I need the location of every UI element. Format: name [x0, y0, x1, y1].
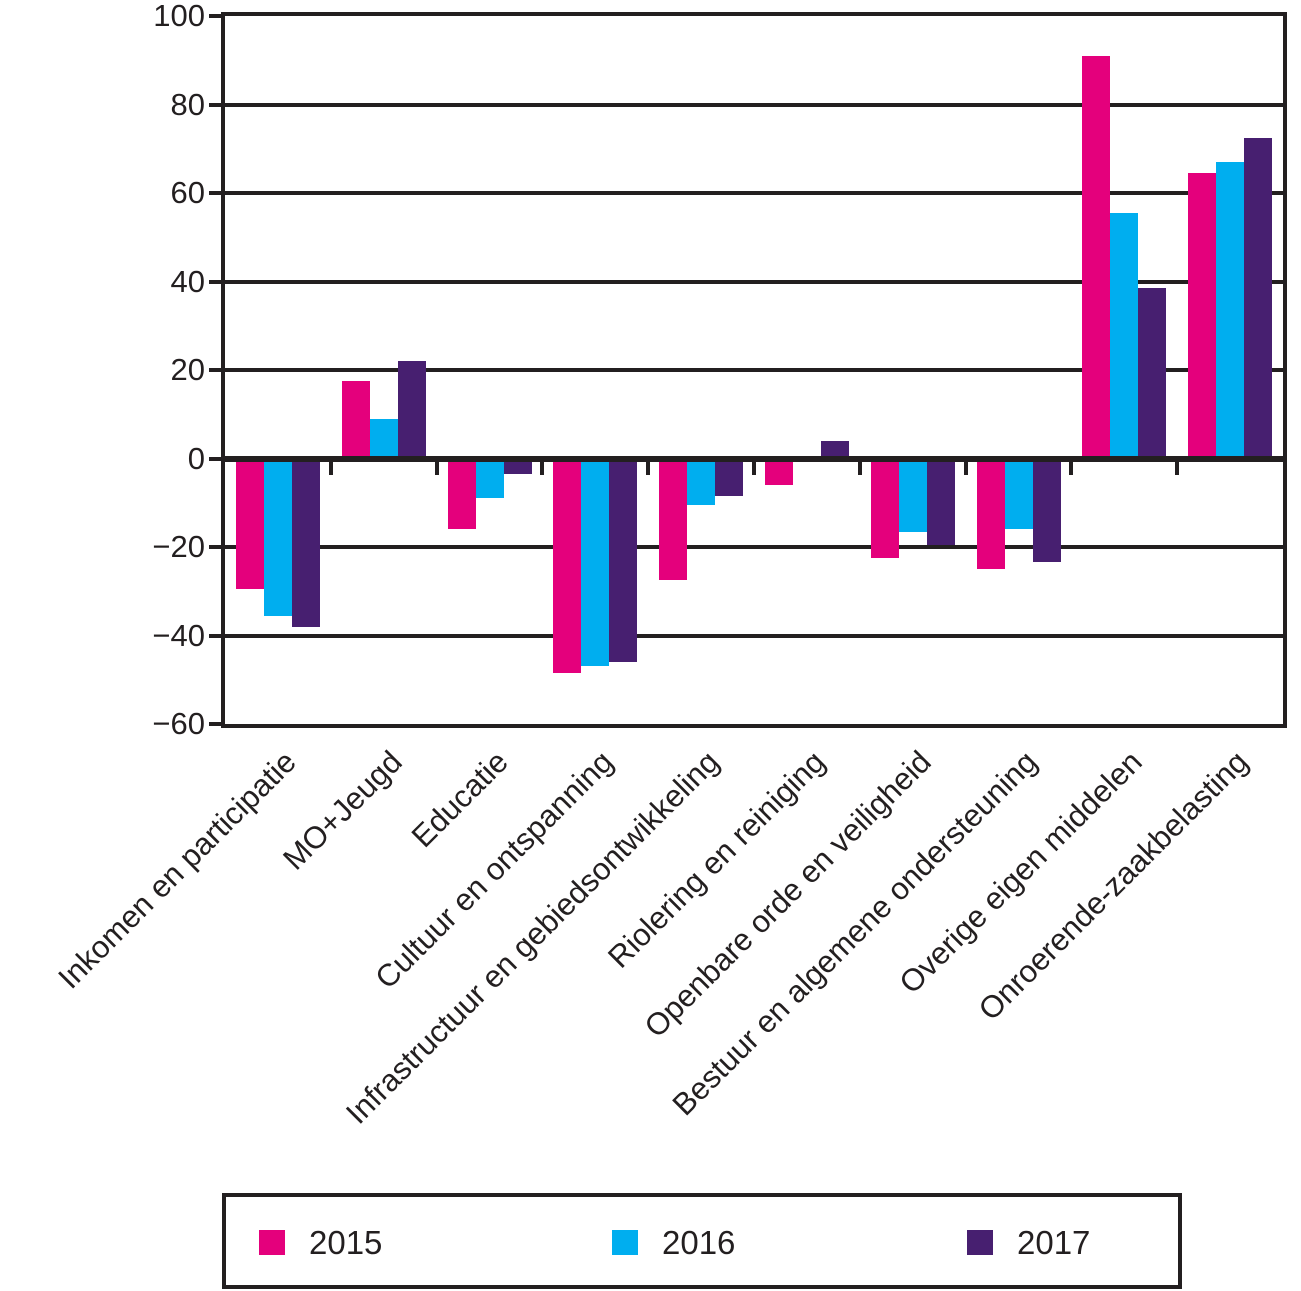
x-axis-label-6: Openbare orde en veiligheid	[637, 744, 938, 1045]
bar-2017-7	[1032, 458, 1061, 563]
bar-2015-5	[765, 458, 793, 486]
x-axis-label-5: Riolering en reiniging	[600, 744, 832, 975]
bar-2015-8	[1082, 55, 1111, 459]
bar-2015-4	[659, 458, 688, 581]
x-tick-6	[857, 458, 862, 475]
x-tick-9	[1175, 458, 1180, 475]
y-tick-100	[209, 14, 222, 18]
bar-2017-3	[609, 458, 638, 663]
x-tick-4	[646, 458, 651, 475]
bar-2016-4	[687, 458, 716, 505]
bar-2016-1	[369, 418, 398, 459]
x-axis-label-9: Onroerende-zaakbelasting	[971, 744, 1255, 1028]
y-axis-label-20: 20	[170, 352, 205, 387]
bar-2017-5	[821, 440, 849, 459]
bar-2016-7	[1004, 458, 1033, 530]
legend-swatch-2017	[967, 1230, 993, 1255]
legend-label-2017: 2017	[1017, 1224, 1091, 1261]
y-axis-label-40: 40	[170, 263, 205, 299]
y-axis-label-−40: −40	[152, 617, 205, 653]
bar-2016-3	[581, 458, 610, 667]
gridline--40	[225, 633, 1283, 638]
gridline-20	[225, 368, 1283, 372]
bar-2017-8	[1138, 288, 1167, 459]
x-tick-7	[963, 458, 968, 475]
bar-2017-9	[1244, 137, 1273, 459]
bar-2015-0	[236, 458, 264, 590]
bar-2015-1	[341, 381, 370, 459]
y-tick-0	[209, 456, 222, 461]
bar-2016-8	[1110, 212, 1139, 459]
x-tick-1	[328, 458, 333, 475]
bar-2017-6	[926, 458, 955, 545]
y-axis-label-80: 80	[170, 86, 205, 122]
bar-2016-9	[1216, 162, 1245, 459]
bar-2015-3	[553, 458, 582, 674]
bar-2015-9	[1188, 173, 1217, 459]
x-tick-8	[1069, 458, 1074, 475]
gridline-80	[225, 102, 1283, 107]
y-tick-80	[209, 102, 222, 107]
bar-2015-2	[447, 458, 476, 530]
y-tick-40	[209, 279, 222, 284]
bar-2016-6	[898, 458, 927, 532]
x-axis-label-3: Cultuur en ontspanning	[368, 744, 621, 996]
y-axis-label-60: 60	[170, 175, 205, 210]
bar-2015-6	[870, 458, 899, 559]
x-tick-2	[434, 458, 439, 475]
x-axis-label-1: MO+Jeugd	[275, 744, 409, 877]
bar-2016-2	[475, 458, 504, 499]
legend-label-2015: 2015	[309, 1224, 383, 1261]
legend-label-2016: 2016	[662, 1224, 736, 1261]
legend-swatch-2016	[612, 1230, 638, 1255]
y-tick-−40	[209, 633, 222, 638]
gridline-40	[225, 279, 1283, 284]
bar-2017-0	[292, 458, 320, 627]
y-axis-label-−60: −60	[152, 706, 205, 741]
bar-2017-2	[503, 458, 532, 474]
y-axis-label-0: 0	[187, 440, 205, 476]
x-axis-label-2: Educatie	[404, 744, 515, 855]
x-axis-label-8: Overige eigen middelen	[892, 744, 1150, 1001]
bar-2015-7	[976, 458, 1005, 570]
legend: 2015 2016 2017	[222, 1193, 1182, 1289]
bar-2017-1	[397, 361, 426, 459]
x-tick-3	[540, 458, 545, 475]
y-tick-60	[209, 191, 222, 195]
y-tick-−20	[209, 545, 222, 549]
y-axis-label-−20: −20	[152, 529, 205, 564]
x-axis-label-4: Infrastructuur en gebiedsontwikkeling	[339, 744, 726, 1131]
x-tick-5	[752, 458, 756, 475]
x-axis-label-7: Bestuur en algemene ondersteuning	[665, 744, 1044, 1123]
gridline-60	[225, 191, 1283, 195]
gridline--20	[225, 545, 1283, 549]
legend-swatch-2015	[259, 1230, 285, 1255]
y-tick-20	[209, 368, 222, 372]
bar-2016-0	[264, 458, 292, 616]
y-tick-−60	[209, 722, 222, 726]
bar-2017-4	[715, 458, 744, 497]
y-axis-label-100: 100	[153, 0, 205, 33]
